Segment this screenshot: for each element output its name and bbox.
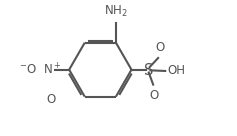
Text: N$^+$: N$^+$ bbox=[43, 62, 62, 77]
Text: O: O bbox=[155, 41, 165, 54]
Text: OH: OH bbox=[167, 64, 185, 78]
Text: O: O bbox=[46, 93, 56, 106]
Text: O: O bbox=[149, 89, 158, 102]
Text: $^{-}$O: $^{-}$O bbox=[19, 63, 37, 76]
Text: NH$_2$: NH$_2$ bbox=[104, 4, 128, 19]
Text: S: S bbox=[144, 64, 153, 78]
